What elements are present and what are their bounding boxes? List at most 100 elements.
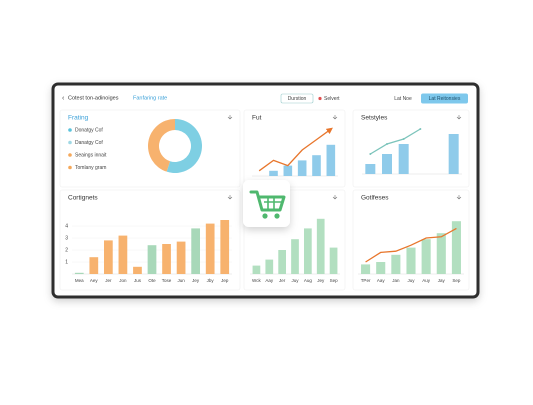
x-tick-label: Juy [291, 278, 299, 283]
panel-action-icon [456, 115, 462, 120]
panel-title: Frating [68, 115, 89, 122]
x-tick-label: Jer [279, 278, 286, 283]
x-tick-label: Jon [119, 278, 127, 283]
panel-action-icon [332, 115, 338, 120]
line [365, 227, 457, 263]
bar [269, 170, 278, 176]
panel-action-icon [332, 195, 338, 200]
button-label[interactable]: Lat Noe [394, 96, 412, 102]
tab[interactable]: Fanfaring rate [133, 95, 167, 101]
x-tick-label: Tose [162, 278, 172, 283]
x-tick-label: Jun [177, 278, 185, 283]
bar [252, 265, 261, 274]
y-tick-label: 2 [65, 247, 68, 253]
line-point [402, 138, 405, 140]
donut-slice [147, 119, 175, 172]
x-tick-label: Wck [252, 278, 261, 283]
bar [326, 144, 336, 176]
panel-action-icon [227, 195, 233, 200]
back-icon[interactable]: ‹ [62, 95, 65, 102]
y-tick-label: 4 [65, 223, 68, 229]
cart-body [249, 190, 286, 212]
legend-swatch [68, 165, 72, 170]
bar [361, 264, 371, 274]
bar [376, 262, 386, 274]
x-tick-label: Aay [377, 278, 386, 283]
panel-action-icon [227, 115, 233, 120]
bar [191, 228, 200, 274]
panel-title: Gotlfeses [361, 195, 389, 202]
cart-wheel [262, 213, 268, 219]
line [369, 128, 421, 155]
bar [133, 266, 142, 274]
x-tick-label: Aug [304, 278, 313, 283]
panel-title: Setstyles [361, 115, 388, 122]
donut-slice [166, 119, 202, 173]
legend-label: Donatgy Cof [75, 127, 103, 133]
line-point [369, 153, 372, 155]
bar [220, 220, 230, 274]
x-tick-label: Jay [438, 278, 446, 283]
x-tick-label: Jby [207, 278, 215, 283]
x-tick-label: Jus [134, 278, 142, 283]
x-tick-label: Aay [265, 278, 274, 283]
x-tick-label: Sep [330, 278, 339, 283]
bar [205, 223, 215, 274]
x-tick-label: Jep [221, 278, 229, 283]
bar [118, 235, 128, 274]
bar [406, 247, 416, 274]
panel [352, 189, 470, 291]
legend-label: Seaings innait [75, 152, 107, 158]
page-title: Cotest ton-adinoiges [68, 95, 119, 101]
x-tick-label: Ote [148, 278, 156, 283]
bar [436, 233, 446, 274]
primary-button[interactable] [421, 93, 468, 104]
legend-swatch [68, 153, 72, 157]
cart-grid [264, 197, 282, 210]
button-label: Lat Reitonsies [429, 96, 461, 102]
bar [451, 221, 461, 274]
bar [297, 160, 307, 176]
x-tick-label: Sep [452, 278, 461, 283]
x-tick-label: Jey [317, 278, 325, 283]
button-label: Durstion [288, 96, 307, 102]
bar [448, 134, 459, 174]
bar [104, 240, 113, 274]
bar [147, 245, 157, 274]
legend-swatch [68, 140, 72, 145]
button-label[interactable]: Selvert [324, 96, 340, 102]
cart-wheel [274, 213, 280, 219]
cart-icon [243, 180, 290, 227]
line-point [386, 143, 388, 145]
bar [304, 228, 312, 274]
bar [391, 254, 401, 274]
x-tick-label: Auy [422, 278, 431, 283]
bar [329, 247, 338, 274]
line-point [419, 128, 422, 130]
bar [176, 241, 186, 274]
bar [74, 272, 84, 274]
line [258, 127, 333, 172]
bar [162, 244, 171, 274]
legend-swatch [68, 128, 72, 132]
bar [265, 259, 274, 274]
bar [312, 155, 321, 176]
y-tick-label: 1 [65, 259, 68, 265]
x-tick-label: Jer [105, 278, 112, 283]
bar [89, 257, 99, 274]
x-tick-label: Juy [407, 278, 415, 283]
panel-action-icon [456, 195, 462, 200]
bar [278, 250, 286, 274]
x-tick-label: Jey [192, 278, 200, 283]
bar [316, 218, 325, 274]
x-tick-label: Mea [75, 278, 84, 283]
bar [283, 165, 293, 176]
y-tick-label: 3 [65, 235, 68, 241]
x-tick-label: Jan [392, 278, 400, 283]
legend-label: Danatgy Cof [75, 140, 103, 146]
bar [365, 164, 376, 174]
status-dot [318, 96, 322, 101]
legend-label: Tomlany gram [75, 165, 106, 171]
button[interactable] [280, 93, 314, 104]
